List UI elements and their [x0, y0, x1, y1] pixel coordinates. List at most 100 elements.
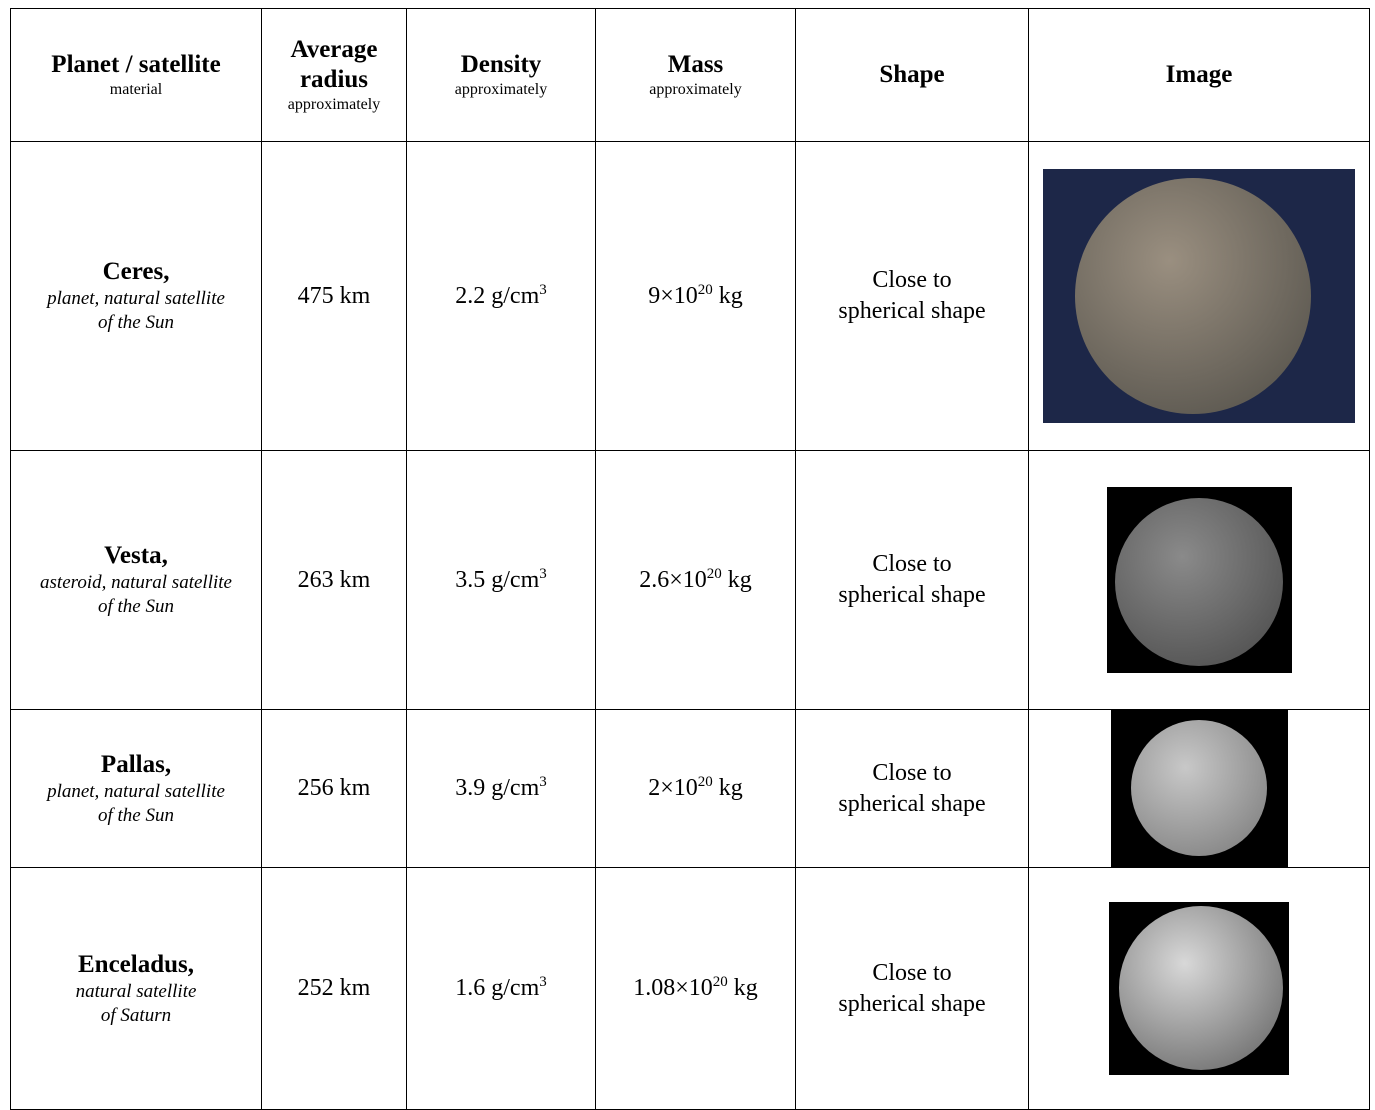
header-cell: Image	[1028, 8, 1370, 142]
radius-cell: 475 km	[261, 141, 407, 451]
header-cell: Average radius approximately	[261, 8, 407, 142]
mass-value: 9×10	[648, 282, 698, 309]
description-line: of the Sun	[98, 312, 174, 333]
mass-cell: 1.08×1020 kg	[595, 867, 796, 1110]
header-title: Mass	[667, 51, 724, 78]
shape-cell: Close to spherical shape	[795, 709, 1029, 868]
mass-exponent: 20	[697, 281, 713, 298]
body-shape	[1119, 906, 1283, 1070]
header-title: Density	[460, 51, 542, 78]
header-cell: Shape	[795, 8, 1029, 142]
image-cell	[1028, 141, 1370, 451]
name-cell: Ceres, planet, natural satellite of the Su…	[10, 141, 262, 451]
object-name: Enceladus,	[77, 950, 194, 978]
radius: 263 km	[297, 566, 371, 593]
description-line: of Saturn	[100, 1004, 172, 1026]
header-note: material	[109, 81, 163, 98]
body-shape	[1075, 178, 1311, 414]
name-cell: Vesta, asteroid, natural satellite of the …	[10, 450, 262, 710]
radius: 256 km	[297, 775, 371, 801]
name-text: Vesta	[104, 542, 162, 569]
table-row: Pallas, planet, natural satellite of the S…	[10, 709, 1370, 868]
density-value: 3.9 g/cm	[455, 775, 540, 801]
header-title: Planet / satellite	[51, 51, 221, 78]
description-line: of the Sun	[98, 596, 174, 617]
object-image	[1110, 710, 1288, 867]
object-name: Pallas,	[100, 750, 172, 778]
description-line: natural satellite	[75, 980, 197, 1002]
shape-line: Close to	[872, 759, 952, 786]
density-exponent: 3	[539, 565, 547, 582]
density-value: 3.5 g/cm	[455, 566, 540, 593]
description-line: asteroid, natural satellite	[40, 572, 232, 593]
shape-line: spherical shape	[838, 298, 986, 324]
header-note: approximately	[649, 81, 742, 98]
table-row: Enceladus, natural satellite of Saturn 252 …	[10, 867, 1370, 1110]
density-cell: 2.2 g/cm3	[406, 141, 596, 451]
radius: 252 km	[297, 975, 371, 1001]
name-text: Pallas	[100, 750, 165, 778]
radius-cell: 256 km	[261, 709, 407, 868]
mass-unit: kg	[727, 566, 752, 593]
object-name: Ceres,	[102, 258, 170, 285]
table-row: Ceres, planet, natural satellite of the Su…	[10, 141, 1370, 451]
description-line: of the Sun	[98, 804, 174, 826]
density-value: 2.2 g/cm	[455, 282, 540, 309]
shape-line: spherical shape	[838, 790, 986, 817]
header-title: Shape	[879, 61, 945, 88]
object-image	[1109, 902, 1289, 1075]
mass-exponent: 20	[712, 974, 728, 990]
mass-value: 1.08×10	[633, 975, 713, 1001]
shape-line: Close to	[872, 267, 952, 293]
header-title: Average radius	[290, 36, 378, 93]
header-cell: Mass approximately	[595, 8, 796, 142]
header-cell: Planet / satellite material	[10, 8, 262, 142]
table-row: Vesta, asteroid, natural satellite of the …	[10, 450, 1370, 710]
mass-unit: kg	[718, 775, 743, 801]
image-cell	[1028, 450, 1370, 710]
mass-unit: kg	[733, 975, 758, 1001]
header-cell: Density approximately	[406, 8, 596, 142]
data-table: Planet / satellite material Average radius…	[10, 8, 1370, 1110]
image-cell	[1028, 709, 1370, 868]
density-exponent: 3	[539, 974, 547, 990]
description-line: planet, natural satellite	[47, 780, 225, 802]
mass-value: 2.6×10	[639, 566, 707, 593]
body-shape	[1130, 720, 1267, 856]
density-cell: 3.5 g/cm3	[406, 450, 596, 710]
name-text: Ceres	[102, 258, 164, 285]
mass-exponent: 20	[706, 565, 722, 582]
object-name: Vesta,	[104, 542, 168, 569]
density-exponent: 3	[539, 774, 547, 790]
shape-line: spherical shape	[838, 990, 986, 1017]
mass-cell: 9×1020 kg	[595, 141, 796, 451]
mass-cell: 2×1020 kg	[595, 709, 796, 868]
shape-line: Close to	[872, 959, 952, 986]
shape-cell: Close to spherical shape	[795, 867, 1029, 1110]
object-image	[1106, 487, 1292, 673]
description-line: planet, natural satellite	[47, 288, 225, 309]
radius-cell: 252 km	[261, 867, 407, 1110]
density-value: 1.6 g/cm	[455, 975, 540, 1001]
body-shape	[1114, 498, 1283, 666]
mass-cell: 2.6×1020 kg	[595, 450, 796, 710]
radius: 475 km	[297, 282, 371, 309]
shape-cell: Close to spherical shape	[795, 141, 1029, 451]
mass-unit: kg	[718, 282, 743, 309]
shape-line: spherical shape	[838, 582, 986, 608]
image-cell	[1028, 867, 1370, 1110]
mass-value: 2×10	[648, 775, 698, 801]
name-cell: Enceladus, natural satellite of Saturn	[10, 867, 262, 1110]
shape-line: Close to	[872, 551, 952, 577]
name-cell: Pallas, planet, natural satellite of the S…	[10, 709, 262, 868]
mass-exponent: 20	[697, 774, 713, 790]
header-note: approximately	[287, 96, 381, 113]
header-title: Image	[1165, 61, 1233, 88]
name-text: Enceladus	[77, 950, 188, 978]
density-cell: 3.9 g/cm3	[406, 709, 596, 868]
shape-cell: Close to spherical shape	[795, 450, 1029, 710]
object-image	[1043, 169, 1355, 423]
radius-cell: 263 km	[261, 450, 407, 710]
density-exponent: 3	[539, 281, 547, 298]
